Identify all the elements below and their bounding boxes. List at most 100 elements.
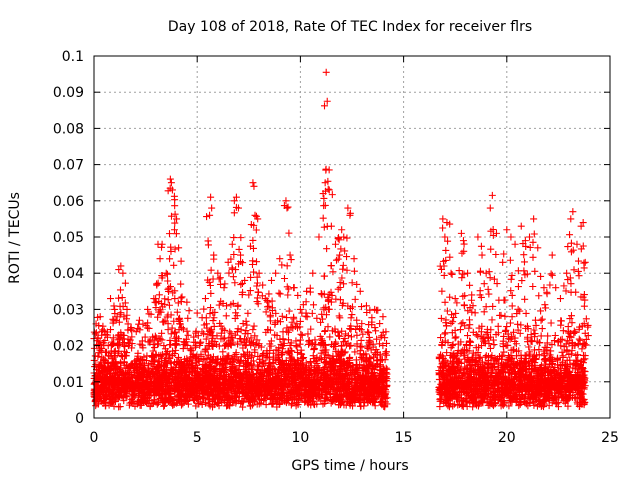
data-point — [351, 348, 359, 356]
data-point — [313, 385, 321, 393]
data-point — [381, 350, 389, 358]
data-point — [190, 385, 198, 393]
data-point — [329, 352, 337, 360]
data-point — [235, 382, 243, 390]
data-point — [175, 394, 183, 402]
data-point — [355, 373, 363, 381]
data-point — [447, 378, 455, 386]
data-point — [548, 358, 556, 366]
data-point — [272, 357, 280, 365]
data-point — [577, 357, 585, 365]
data-point — [477, 398, 485, 406]
data-point — [369, 340, 377, 348]
data-point — [460, 369, 468, 377]
data-point — [146, 372, 154, 380]
data-point — [201, 346, 209, 354]
data-point — [160, 388, 168, 396]
data-point — [477, 361, 485, 369]
data-point — [511, 383, 519, 391]
data-point — [175, 380, 183, 388]
data-point — [169, 397, 177, 405]
data-point — [352, 365, 360, 373]
data-point — [276, 394, 284, 402]
data-point — [116, 387, 124, 395]
data-point — [166, 390, 174, 398]
data-point — [119, 371, 127, 379]
data-point — [459, 373, 467, 381]
data-point — [305, 370, 313, 378]
data-point — [513, 352, 521, 360]
data-point — [472, 344, 480, 352]
data-point — [472, 371, 480, 379]
data-point — [247, 394, 255, 402]
data-point — [357, 402, 365, 410]
data-point — [175, 353, 183, 361]
data-point — [534, 396, 542, 404]
data-point-peak — [123, 305, 131, 313]
data-point — [243, 348, 251, 356]
data-point — [112, 316, 120, 324]
data-point — [563, 346, 571, 354]
data-point — [281, 362, 289, 370]
data-point — [511, 393, 519, 401]
data-point — [98, 353, 106, 361]
data-point — [285, 395, 293, 403]
data-point — [122, 393, 130, 401]
data-point — [443, 397, 451, 405]
data-point — [158, 381, 166, 389]
data-point — [232, 350, 240, 358]
data-point — [184, 400, 192, 408]
data-point — [212, 356, 220, 364]
data-point — [234, 381, 242, 389]
data-point — [472, 394, 480, 402]
data-point — [492, 377, 500, 385]
data-point — [300, 378, 308, 386]
data-point — [479, 393, 487, 401]
data-point — [343, 389, 351, 397]
data-point — [444, 386, 452, 394]
data-point — [120, 380, 128, 388]
data-point — [274, 389, 282, 397]
data-points — [90, 68, 592, 411]
data-point — [438, 391, 446, 399]
data-point — [287, 401, 295, 409]
data-point — [466, 393, 474, 401]
data-point — [539, 375, 547, 383]
data-point — [207, 358, 215, 366]
data-point — [468, 392, 476, 400]
data-point — [476, 353, 484, 361]
data-point — [116, 286, 124, 294]
data-point — [473, 393, 481, 401]
data-point — [302, 394, 310, 402]
data-point — [270, 365, 278, 373]
data-point — [195, 357, 203, 365]
data-point — [123, 378, 131, 386]
data-point — [314, 364, 322, 372]
data-point — [336, 364, 344, 372]
data-point — [474, 332, 482, 340]
data-point — [290, 377, 298, 385]
data-point — [581, 355, 589, 363]
data-point — [123, 315, 131, 323]
data-point — [443, 359, 451, 367]
data-point — [307, 391, 315, 399]
data-point — [348, 375, 356, 383]
data-point — [534, 372, 542, 380]
data-point — [259, 351, 267, 359]
data-point — [116, 375, 124, 383]
data-point — [158, 336, 166, 344]
data-point — [471, 386, 479, 394]
data-point — [526, 348, 534, 356]
data-point — [99, 322, 107, 330]
data-point — [336, 396, 344, 404]
data-point — [512, 361, 520, 369]
data-point — [166, 381, 174, 389]
data-point — [104, 388, 112, 396]
data-point — [448, 394, 456, 402]
data-point — [274, 378, 282, 386]
data-point — [108, 338, 116, 346]
data-point — [164, 396, 172, 404]
data-point — [121, 299, 129, 307]
data-point — [281, 375, 289, 383]
data-point — [360, 385, 368, 393]
